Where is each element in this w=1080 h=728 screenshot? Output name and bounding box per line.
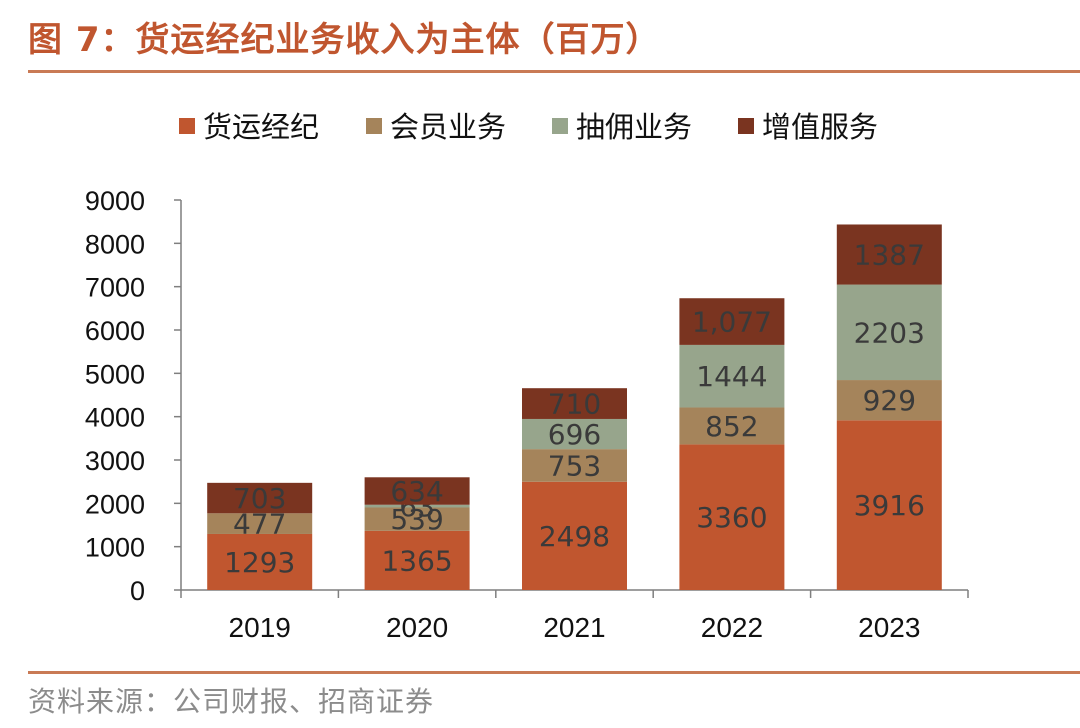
bar-segment xyxy=(836,380,942,421)
bar-segment xyxy=(836,420,942,590)
y-tick-label: 8000 xyxy=(85,229,145,259)
y-tick-label: 4000 xyxy=(85,403,145,433)
bar-segment xyxy=(364,504,470,508)
x-tick-label: 2022 xyxy=(701,612,763,643)
y-tick-label: 6000 xyxy=(85,316,145,346)
y-tick-label: 9000 xyxy=(85,186,145,216)
bar-segment xyxy=(364,477,470,505)
bar-segment xyxy=(836,284,942,381)
x-tick-label: 2023 xyxy=(858,612,920,643)
data-label: 3360 xyxy=(696,501,767,534)
bar-stack: 3916 929 2203 1387 xyxy=(836,224,942,590)
data-label: 852 xyxy=(705,410,758,443)
data-label: 1387 xyxy=(854,239,925,272)
legend-item: 货运经纪 xyxy=(179,110,319,144)
bar-segment xyxy=(522,481,627,590)
bar-segment xyxy=(836,224,942,285)
data-label: 634 xyxy=(390,475,443,508)
bar-segment xyxy=(364,530,470,590)
y-tick-label: 0 xyxy=(130,576,145,606)
data-label: 2203 xyxy=(854,316,925,349)
legend-swatch xyxy=(738,118,754,134)
legend-label: 增值服务 xyxy=(762,110,878,144)
bar-segment xyxy=(207,482,313,514)
bar-segment xyxy=(522,388,627,419)
legend-label: 货运经纪 xyxy=(203,110,319,144)
x-axis: 2019 2020 2021 2022 2023 xyxy=(180,589,969,643)
chart-bars: 1293477703136553963634249875369671033608… xyxy=(207,224,942,590)
data-label: 3916 xyxy=(854,489,925,522)
data-label: 539 xyxy=(390,503,443,536)
y-axis: 0 1000 2000 3000 4000 5000 6000 7000 8000 9000 xyxy=(85,186,182,606)
legend-item: 抽佣业务 xyxy=(552,110,692,144)
legend-swatch xyxy=(179,118,195,134)
data-label: 1293 xyxy=(224,546,295,579)
y-tick-label: 3000 xyxy=(85,446,145,476)
bar-stack: 3360 852 1444 1,077 xyxy=(679,298,785,590)
data-label: 929 xyxy=(863,384,916,417)
figure-title: 图 7：货运经纪业务收入为主体（百万） xyxy=(28,20,661,60)
bar-segment xyxy=(207,513,313,534)
bar-segment xyxy=(522,418,627,450)
legend-item: 增值服务 xyxy=(738,110,878,144)
y-tick-label: 2000 xyxy=(85,489,145,519)
title-rule xyxy=(28,70,1080,73)
source-rule xyxy=(28,671,1080,674)
bar-segment xyxy=(679,344,785,408)
data-label: 703 xyxy=(233,482,286,515)
legend-item: 会员业务 xyxy=(366,110,506,144)
y-tick-label: 7000 xyxy=(85,273,145,303)
legend-swatch xyxy=(552,118,568,134)
data-label: 753 xyxy=(548,449,601,482)
chart-legend: 货运经纪 会员业务 抽佣业务 增值服务 xyxy=(179,110,878,144)
legend-label: 会员业务 xyxy=(390,110,506,144)
x-tick-label: 2021 xyxy=(543,612,605,643)
stacked-bar-chart: 货运经纪 会员业务 抽佣业务 增值服务 0 1000 2000 3000 4000 5000 60… xyxy=(85,110,969,643)
x-tick-label: 2019 xyxy=(229,612,291,643)
bar-segment xyxy=(207,533,313,590)
legend-label: 抽佣业务 xyxy=(576,110,692,144)
source-note: 资料来源：公司财报、招商证券 xyxy=(28,685,435,718)
y-tick-label: 5000 xyxy=(85,359,145,389)
legend-swatch xyxy=(366,118,382,134)
x-tick-label: 2020 xyxy=(386,612,448,643)
data-label: 696 xyxy=(548,418,601,451)
bar-segment xyxy=(679,444,785,590)
data-label: 1365 xyxy=(381,544,452,577)
bar-segment xyxy=(364,507,470,531)
data-label: 710 xyxy=(548,388,601,421)
data-label: 1444 xyxy=(696,360,767,393)
bar-segment xyxy=(522,449,627,482)
data-label: 1,077 xyxy=(692,306,772,339)
bar-segment xyxy=(679,407,785,445)
data-label: 2498 xyxy=(539,520,610,553)
y-tick-label: 1000 xyxy=(85,533,145,563)
bar-segment xyxy=(679,298,785,345)
